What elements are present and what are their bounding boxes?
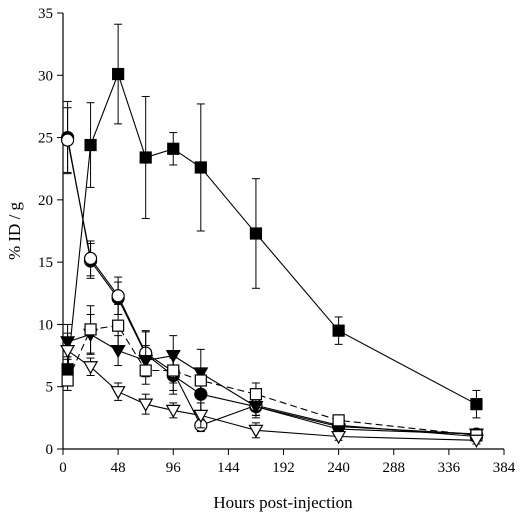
y-tick-label-6: 30 [38, 68, 53, 84]
point-5-2 [110, 386, 126, 400]
y-tick-label-3: 15 [38, 255, 53, 271]
point-0-4 [167, 142, 180, 155]
x-ticks: 0 48 96 144 192 240 288 336 384 [59, 449, 516, 476]
x-tick-label-1: 48 [111, 460, 126, 476]
x-tick-label-7: 336 [438, 460, 461, 476]
point-0-7 [332, 324, 345, 337]
x-axis-title: Hours post-injection [213, 493, 353, 512]
series-1 [60, 100, 484, 441]
point-4-5 [194, 374, 207, 387]
point-0-8 [470, 398, 483, 411]
series-2 [60, 107, 484, 444]
point-5-1 [83, 361, 99, 375]
y-tick-label-1: 5 [46, 380, 54, 396]
point-4-1 [84, 323, 97, 336]
series-5 [60, 332, 484, 448]
point-4-7 [332, 414, 345, 427]
point-5-0 [60, 344, 76, 359]
point-0-1 [84, 138, 97, 152]
series-line-4 [67, 325, 477, 436]
series-3 [60, 313, 484, 442]
point-4-6 [249, 388, 263, 401]
series-line-5 [67, 350, 477, 441]
y-tick-label-7: 35 [38, 6, 53, 22]
series-4 [61, 303, 483, 442]
point-5-3 [138, 398, 154, 412]
point-5-4 [165, 404, 181, 419]
x-tick-label-3: 144 [217, 460, 240, 476]
point-5-8 [468, 434, 484, 448]
point-4-3 [139, 364, 152, 377]
y-tick-label-4: 20 [38, 193, 53, 209]
series-line-1 [67, 137, 477, 435]
point-4-0 [61, 374, 74, 387]
point-0-2 [112, 67, 125, 81]
point-0-5 [194, 161, 207, 174]
x-tick-label-8: 384 [493, 460, 516, 476]
point-4-4 [167, 364, 180, 377]
plot-area [60, 23, 484, 448]
point-2-1 [83, 251, 98, 266]
point-5-7 [331, 430, 347, 445]
x-tick-label-5: 240 [327, 460, 350, 476]
y-tick-label-0: 0 [46, 442, 54, 458]
point-2-0 [60, 133, 75, 147]
y-axis-title: % ID / g [5, 201, 24, 260]
point-0-3 [139, 151, 152, 164]
point-5-6 [248, 424, 264, 439]
x-tick-label-2: 96 [166, 460, 182, 476]
point-4-2 [112, 319, 125, 332]
point-5-5 [193, 409, 209, 424]
x-tick-label-6: 288 [383, 460, 406, 476]
point-2-2 [111, 289, 125, 303]
x-tick-label-4: 192 [272, 460, 295, 476]
y-tick-label-2: 10 [38, 317, 53, 333]
x-tick-label-0: 0 [59, 460, 67, 476]
point-3-4 [165, 349, 181, 364]
point-0-6 [249, 227, 263, 240]
y-ticks: 0 5 10 15 20 25 30 35 [38, 6, 63, 458]
series-line-2 [67, 139, 477, 438]
series-line-3 [67, 333, 477, 435]
y-tick-label-5: 25 [38, 131, 53, 147]
series-0 [61, 23, 483, 419]
